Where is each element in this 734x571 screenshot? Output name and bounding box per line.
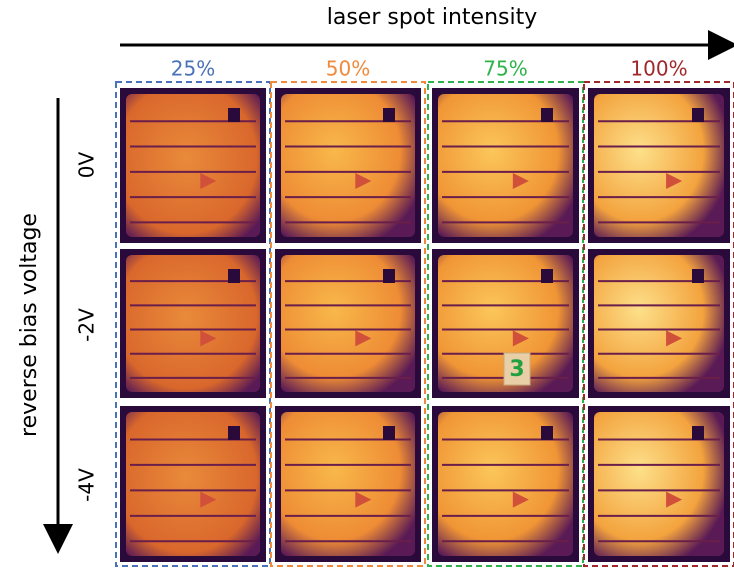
dark-spot: [383, 269, 395, 283]
figure: laser spot intensity reverse bias voltag…: [0, 0, 734, 567]
dark-spot: [383, 426, 395, 440]
column-label: 25%: [171, 57, 215, 81]
column-label: 100%: [630, 57, 687, 81]
cell-image: [594, 412, 724, 556]
annotation: 3: [509, 357, 524, 382]
cell-image: [594, 255, 724, 392]
dark-spot: [692, 426, 704, 440]
cell-image: [594, 94, 724, 237]
dark-spot: [383, 108, 395, 122]
dark-spot: [692, 269, 704, 283]
dark-spot: [228, 426, 240, 440]
dark-spot: [228, 108, 240, 122]
dark-spot: [541, 269, 553, 283]
row-label: -2V: [75, 308, 99, 342]
row-label: 0V: [75, 151, 99, 178]
x-axis-label: laser spot intensity: [327, 5, 538, 30]
y-axis-label: reverse bias voltage: [17, 213, 42, 437]
dark-spot: [228, 269, 240, 283]
column-label: 75%: [483, 57, 527, 81]
column-label: 50%: [326, 57, 370, 81]
dark-spot: [541, 426, 553, 440]
dark-spot: [692, 108, 704, 122]
dark-spot: [541, 108, 553, 122]
row-label: -4V: [75, 468, 99, 502]
